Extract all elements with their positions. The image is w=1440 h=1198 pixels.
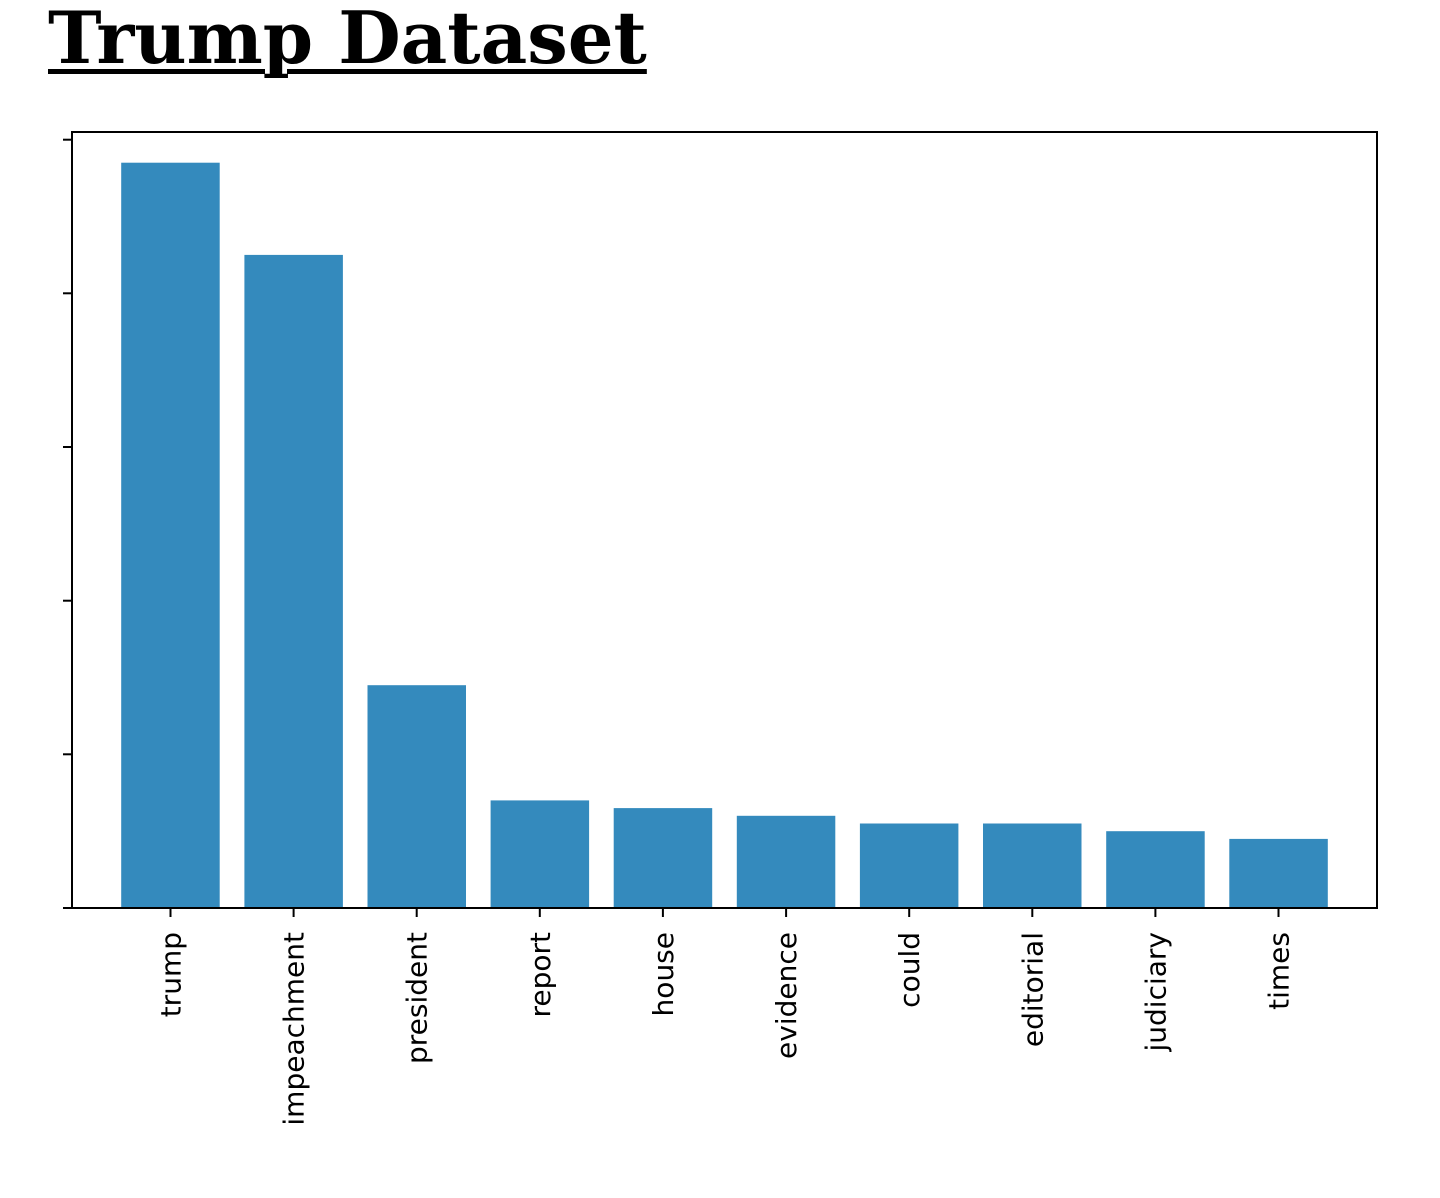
x-tick-label: judiciary (1139, 932, 1172, 1053)
x-tick-label: house (647, 932, 680, 1016)
y-axis-ticks (63, 138, 72, 909)
x-tick-label: could (893, 932, 926, 1008)
bar-could (859, 823, 959, 908)
x-tick-label: editorial (1016, 932, 1049, 1047)
bar-times (1229, 838, 1328, 908)
x-tick-label: trump (155, 932, 188, 1017)
bar-report (490, 800, 590, 908)
x-axis-ticks: trump impeachment president report house evid… (155, 908, 1296, 1126)
x-tick-label: evidence (770, 932, 803, 1059)
x-tick-label: times (1263, 932, 1296, 1010)
bar-trump (121, 162, 220, 908)
bar-judiciary (1106, 831, 1205, 908)
bars-group (121, 162, 1328, 908)
x-tick-label: report (524, 932, 557, 1018)
bar-house (613, 808, 713, 908)
x-tick-label: impeachment (278, 932, 311, 1126)
x-tick-label: president (401, 932, 434, 1064)
bar-impeachment (244, 254, 343, 908)
bar-evidence (736, 815, 836, 908)
plot-frame (71, 131, 1378, 909)
bar-editorial (983, 823, 1082, 908)
page-title: Trump Dataset (48, 0, 647, 80)
bar-president (367, 685, 466, 908)
